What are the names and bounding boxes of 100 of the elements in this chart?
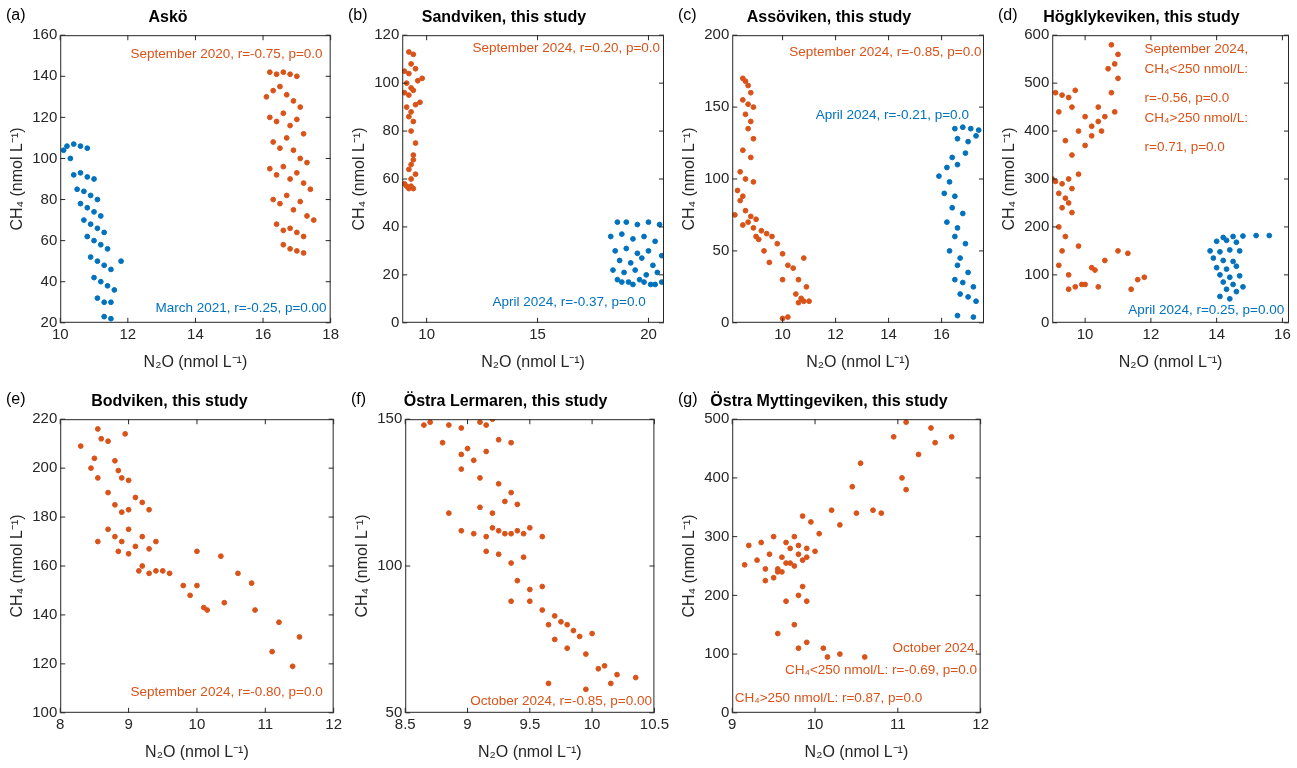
annotation: r=0.71, p=0.0	[1144, 139, 1225, 155]
y-tick-label: 600	[1024, 25, 1050, 43]
y-tick-label: 100	[377, 556, 403, 574]
y-tick-label: 60	[382, 169, 400, 187]
y-axis-title: CH₄ (nmol L⁻¹)	[680, 127, 698, 231]
y-tick-label: 200	[704, 25, 730, 43]
x-tick-label: 10.5	[639, 714, 669, 732]
y-tick-label: 100	[704, 169, 730, 187]
annotation: October 2024,	[892, 639, 979, 655]
chart-title: Assöviken, this study	[746, 8, 912, 26]
y-axis-title: CH₄ (nmol L⁻¹)	[680, 514, 698, 618]
y-tick-label: 400	[704, 468, 730, 486]
annotation: CH₄>250 nmol/L:	[1144, 110, 1249, 126]
annotation: April 2024, r=-0.37, p=0.0	[492, 294, 646, 310]
y-tick-label: 60	[40, 230, 58, 248]
y-tick-label: 140	[32, 66, 58, 84]
x-axis-title: N₂O (nmol L⁻¹)	[143, 352, 248, 370]
y-tick-label: 20	[382, 265, 400, 283]
x-tick-label: 11	[890, 714, 906, 732]
y-tick-label: 220	[32, 409, 58, 427]
y-axis-title: CH₄ (nmol L⁻¹)	[350, 127, 368, 231]
y-tick-label: 300	[704, 526, 730, 544]
x-tick-label: 10	[188, 714, 206, 732]
y-tick-label: 300	[1024, 169, 1050, 187]
chart-subtitle: (e)	[6, 390, 26, 408]
chart-subtitle: (c)	[678, 6, 697, 24]
y-tick-label: 200	[704, 585, 730, 603]
x-tick-label: 18	[322, 324, 339, 342]
x-axis-title: N₂O (nmol L⁻¹)	[804, 742, 909, 760]
y-tick-label: 180	[32, 507, 58, 525]
x-tick-label: 14	[1208, 324, 1225, 342]
y-tick-label: 160	[32, 25, 58, 43]
chart-subtitle: (b)	[348, 6, 368, 24]
y-tick-label: 200	[32, 458, 58, 476]
y-tick-label: 50	[712, 241, 730, 259]
x-axis-title: N₂O (nmol L⁻¹)	[806, 352, 910, 370]
chart-title: Askö	[148, 8, 188, 26]
y-tick-label: 100	[1024, 265, 1050, 283]
x-axis-title: N₂O (nmol L⁻¹)	[481, 352, 585, 370]
y-tick-label: 100	[374, 73, 400, 91]
x-axis-title: N₂O (nmol L⁻¹)	[477, 742, 582, 760]
y-tick-label: 150	[377, 409, 403, 427]
x-tick-label: 14	[880, 324, 897, 342]
x-tick-label: 8	[56, 714, 65, 732]
y-tick-label: 80	[40, 189, 58, 207]
y-axis-title: CH₄ (nmol L⁻¹)	[8, 514, 26, 618]
x-tick-label: 9	[124, 714, 133, 732]
x-tick-label: 14	[187, 324, 204, 342]
chart-subtitle: (a)	[6, 6, 26, 24]
x-tick-label: 12	[119, 324, 137, 342]
chart-title: Högklykeviken, this study	[1043, 8, 1240, 26]
chart-subtitle: (f)	[351, 390, 367, 408]
annotation: April 2024, r=-0.21, p=0.0	[815, 107, 969, 123]
x-tick-label: 9	[463, 714, 472, 732]
annotation: September 2024, r=0.20, p=0.0	[472, 39, 661, 55]
x-tick-label: 9	[728, 714, 737, 732]
x-tick-label: 10	[418, 324, 435, 342]
x-tick-label: 16	[933, 324, 950, 342]
annotation: CH₄>250 nmol/L: r=0.87, p=0.0	[734, 689, 923, 705]
x-tick-label: 10	[1076, 324, 1094, 342]
annotation: r=-0.56, p=0.0	[1144, 90, 1230, 106]
y-tick-label: 40	[382, 217, 400, 235]
annotation: September 2024, r=-0.85, p=0.0	[789, 44, 982, 60]
x-tick-label: 9.5	[519, 714, 541, 732]
y-tick-label: 120	[32, 107, 58, 125]
chart-title: Östra Lermaren, this study	[403, 391, 608, 410]
x-axis-title: N₂O (nmol L⁻¹)	[145, 742, 249, 760]
x-tick-label: 10	[774, 324, 791, 342]
y-tick-label: 140	[32, 605, 58, 623]
annotation: September 2020, r=-0.75, p=0.0	[130, 45, 323, 61]
x-tick-label: 10	[806, 714, 824, 732]
y-axis-title: CH₄ (nmol L⁻¹)	[353, 514, 371, 618]
y-tick-label: 500	[1024, 73, 1050, 91]
x-tick-label: 12	[827, 324, 844, 342]
chart-title: Östra Myttingeviken, this study	[710, 391, 948, 410]
y-tick-label: 120	[32, 654, 58, 672]
chart-subtitle: (g)	[678, 390, 698, 408]
y-tick-label: 100	[32, 148, 58, 166]
y-tick-label: 40	[40, 271, 58, 289]
y-tick-label: 400	[1024, 121, 1050, 139]
y-tick-label: 200	[1024, 217, 1050, 235]
y-tick-label: 500	[704, 409, 730, 427]
annotation: CH₄<250 nmol/L:	[1144, 61, 1249, 77]
annotation: September 2024,	[1144, 41, 1249, 57]
chart-title: Sandviken, this study	[421, 8, 587, 26]
y-tick-label: 0	[720, 702, 730, 720]
y-tick-label: 100	[704, 644, 730, 662]
x-tick-label: 12	[325, 714, 342, 732]
annotation: March 2021, r=-0.25, p=0.00	[155, 300, 327, 316]
x-tick-label: 10	[583, 714, 601, 732]
x-tick-label: 16	[254, 324, 272, 342]
chart-title: Bodviken, this study	[91, 392, 248, 410]
y-tick-label: 160	[32, 556, 58, 574]
y-tick-label: 0	[1040, 312, 1050, 330]
x-tick-label: 20	[640, 324, 657, 342]
x-tick-label: 12	[972, 714, 989, 732]
y-tick-label: 120	[374, 25, 400, 43]
x-tick-label: 11	[257, 714, 274, 732]
y-tick-label: 150	[704, 97, 730, 115]
x-axis-title: N₂O (nmol L⁻¹)	[1118, 352, 1223, 370]
